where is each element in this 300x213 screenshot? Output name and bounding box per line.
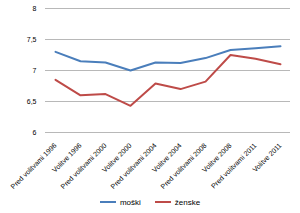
svg-text:Pred volitvami 2000: Pred volitvami 2000 [59, 142, 107, 190]
svg-text:Volitve 2011: Volitve 2011 [251, 142, 283, 174]
svg-text:7: 7 [33, 67, 37, 74]
svg-text:6: 6 [33, 129, 37, 136]
svg-text:Volitve 2008: Volitve 2008 [200, 141, 233, 174]
svg-text:Pred volitvami 1996: Pred volitvami 1996 [9, 142, 57, 190]
svg-text:Volitve 1996: Volitve 1996 [50, 141, 83, 174]
svg-text:Volitve 2000: Volitve 2000 [100, 141, 133, 174]
svg-text:6,5: 6,5 [27, 98, 37, 105]
svg-text:Pred volitvami 2008: Pred volitvami 2008 [159, 142, 207, 190]
html-text:ženske: ženske [174, 197, 201, 207]
svg-text:7,5: 7,5 [27, 36, 37, 43]
svg-text:Pred volitvami 2011: Pred volitvami 2011 [210, 142, 258, 190]
svg-text:Volitve 2004: Volitve 2004 [150, 141, 183, 174]
svg-text:8: 8 [33, 5, 37, 12]
svg-text:Pred volitvami 2004: Pred volitvami 2004 [109, 142, 157, 190]
html-text:moški: moški [119, 197, 141, 207]
